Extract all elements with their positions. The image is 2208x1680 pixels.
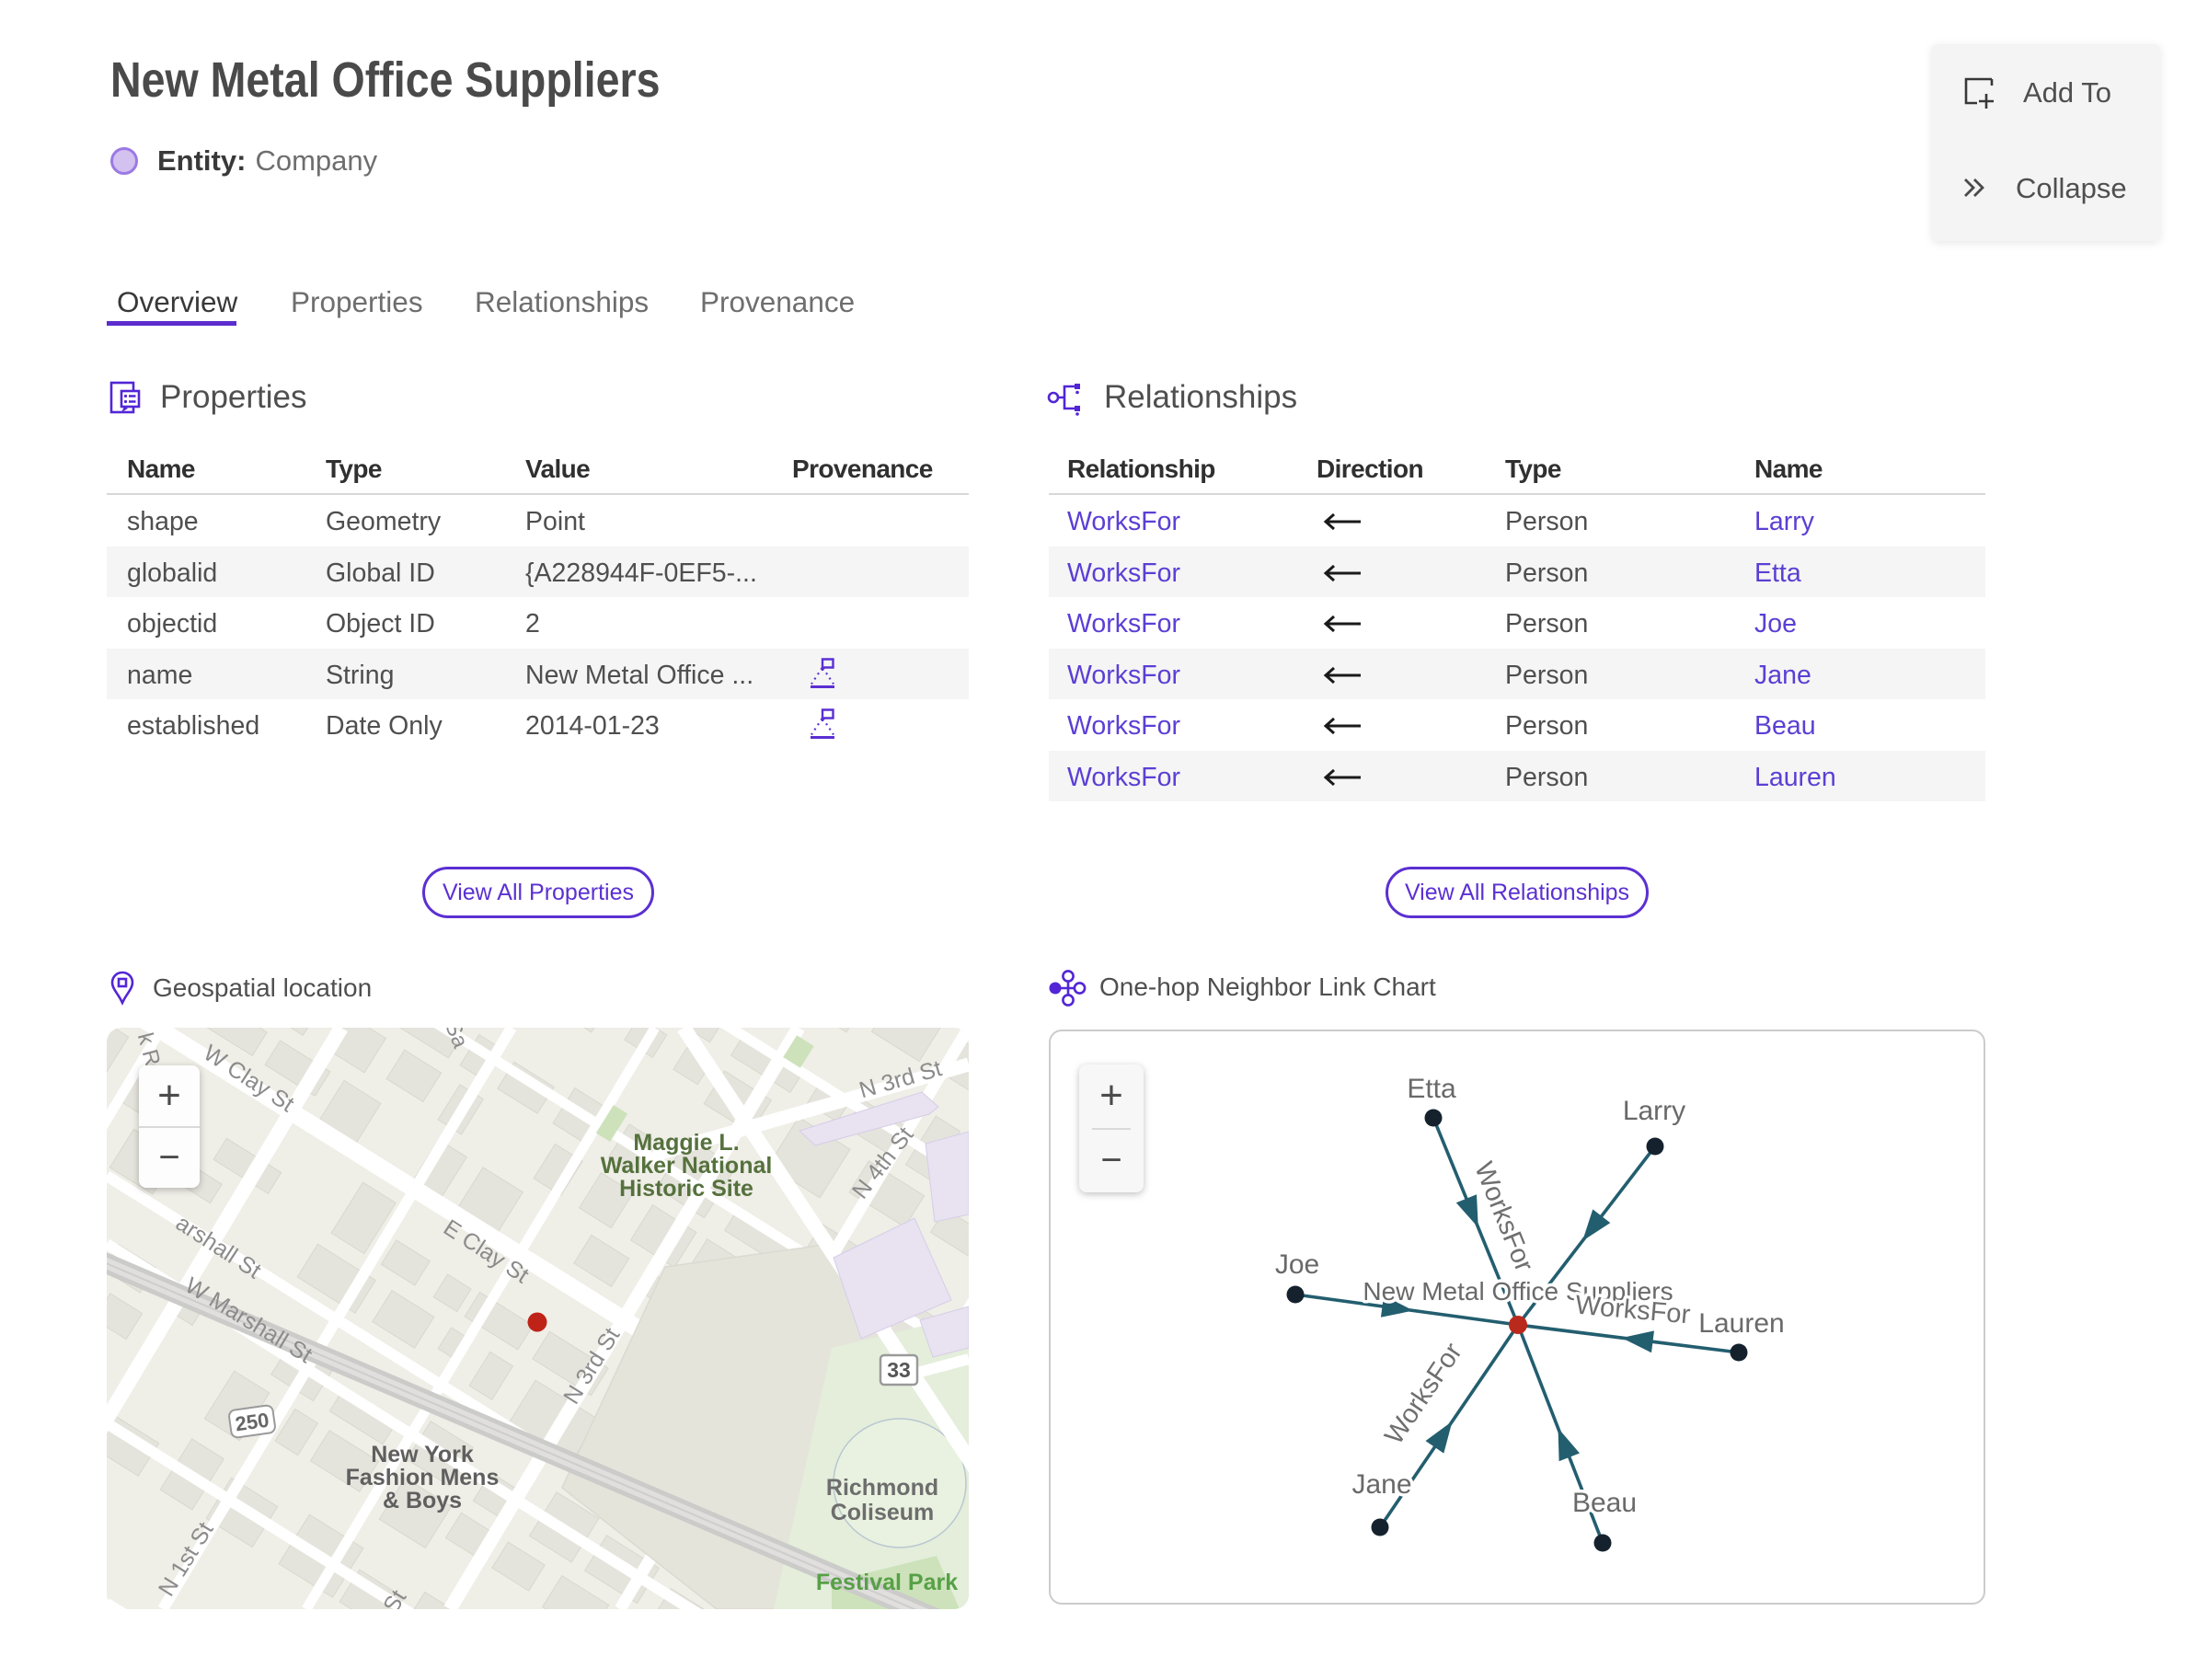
- svg-text:WorksFor: WorksFor: [1379, 1338, 1468, 1450]
- svg-text:Fashion Mens: Fashion Mens: [346, 1465, 500, 1490]
- svg-text:Richmond: Richmond: [826, 1475, 938, 1501]
- svg-text:Maggie L.: Maggie L.: [633, 1130, 739, 1156]
- svg-text:Lauren: Lauren: [1698, 1308, 1784, 1339]
- svg-text:WorksFor: WorksFor: [1574, 1291, 1692, 1330]
- svg-text:Festival Park: Festival Park: [816, 1570, 958, 1595]
- svg-text:Joe: Joe: [1275, 1249, 1319, 1280]
- svg-text:Coliseum: Coliseum: [831, 1500, 935, 1525]
- svg-text:Etta: Etta: [1407, 1074, 1456, 1104]
- svg-text:Walker National: Walker National: [601, 1153, 773, 1179]
- svg-text:New York: New York: [371, 1442, 474, 1467]
- svg-text:33: 33: [887, 1358, 911, 1382]
- svg-text:& Boys: & Boys: [383, 1488, 462, 1513]
- svg-text:New Metal Office Suppliers: New Metal Office Suppliers: [1363, 1277, 1673, 1306]
- svg-text:Jane: Jane: [1351, 1469, 1411, 1500]
- svg-text:Larry: Larry: [1623, 1096, 1685, 1126]
- svg-text:Historic Site: Historic Site: [619, 1176, 753, 1202]
- svg-text:Beau: Beau: [1572, 1488, 1637, 1518]
- svg-text:WorksFor: WorksFor: [1468, 1158, 1539, 1276]
- svg-text:250: 250: [234, 1409, 270, 1436]
